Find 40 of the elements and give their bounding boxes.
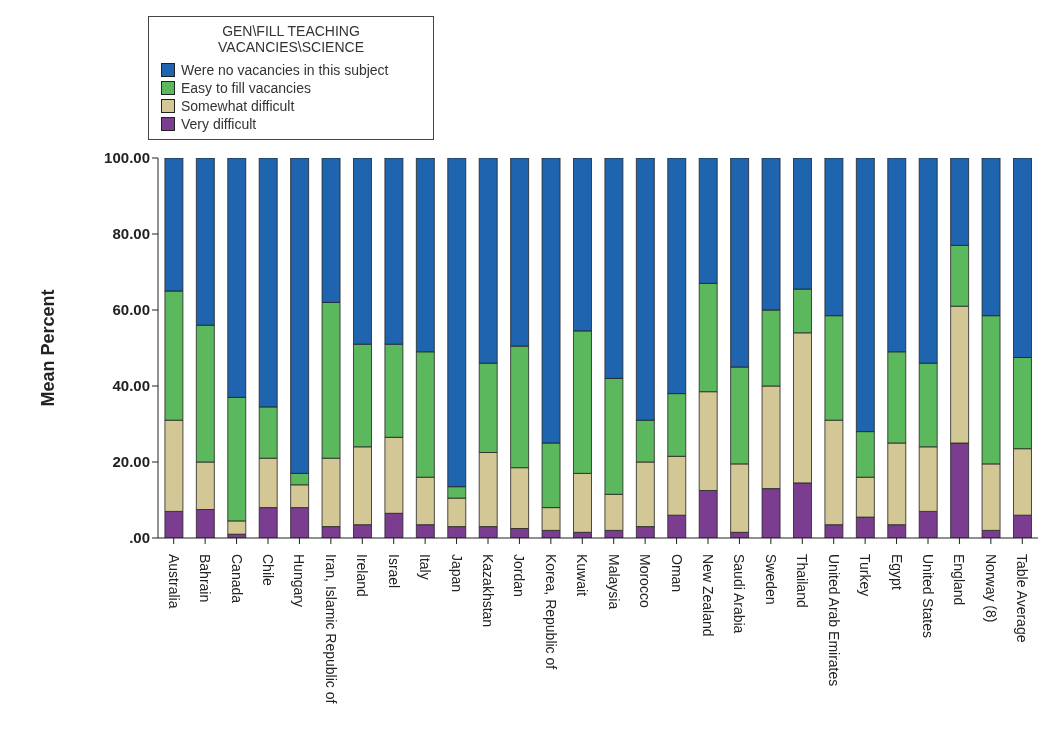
x-tick-label: Japan bbox=[448, 554, 465, 593]
x-tick-label: Thailand bbox=[794, 554, 811, 608]
x-tick-label: Korea, Republic of bbox=[542, 554, 559, 670]
x-tick-label: New Zealand bbox=[700, 554, 716, 637]
x-tick-label: Chile bbox=[260, 554, 276, 587]
y-tick-label: 40.00 bbox=[112, 377, 150, 395]
x-tick-label: Bahrain bbox=[197, 554, 214, 603]
legend-label: Very difficult bbox=[181, 115, 257, 133]
x-tick-label: Saudi Arabia bbox=[731, 554, 748, 634]
y-tick-label: 100.00 bbox=[104, 149, 150, 167]
legend-label: Were no vacancies in this subject bbox=[181, 61, 389, 79]
x-tick-label: Egypt bbox=[888, 554, 905, 590]
x-tick-label: Kuwait bbox=[574, 554, 591, 597]
legend-title: GEN\FILL TEACHING VACANCIES\SCIENCE bbox=[217, 23, 365, 55]
x-tick-label: Canada bbox=[228, 554, 245, 604]
x-tick-label: Ireland bbox=[354, 554, 371, 597]
x-tick-label: Jordan bbox=[511, 554, 528, 597]
x-tick-label: Table Average bbox=[1014, 554, 1031, 643]
x-tick-label: Israel bbox=[385, 554, 402, 589]
y-tick-label: .00 bbox=[129, 529, 150, 547]
legend-label: Easy to fill vacancies bbox=[181, 79, 311, 97]
y-axis-title: Mean Percent bbox=[38, 289, 59, 407]
x-tick-label: Malaysia bbox=[605, 554, 622, 610]
x-tick-label: United States bbox=[920, 554, 936, 639]
x-tick-label: Norway (8) bbox=[982, 554, 999, 623]
x-tick-label: United Arab Emirates bbox=[825, 554, 842, 687]
x-tick-label: Turkey bbox=[857, 554, 874, 597]
y-tick-label: 60.00 bbox=[112, 301, 150, 319]
x-tick-label: Morocco bbox=[637, 554, 654, 608]
x-tick-label: Australia bbox=[165, 554, 182, 609]
x-tick-label: Iran, Islamic Republic of bbox=[322, 554, 339, 704]
x-tick-label: Kazakhstan bbox=[480, 554, 496, 628]
x-tick-label: Hungary bbox=[291, 554, 308, 607]
x-tick-label: Sweden bbox=[762, 554, 779, 605]
x-tick-label: Italy bbox=[417, 554, 434, 580]
x-tick-label: Oman bbox=[668, 554, 685, 593]
legend-label: Somewhat difficult bbox=[181, 97, 295, 115]
x-tick-label: England bbox=[951, 554, 968, 606]
y-tick-label: 20.00 bbox=[112, 453, 150, 471]
y-tick-label: 80.00 bbox=[112, 225, 150, 243]
